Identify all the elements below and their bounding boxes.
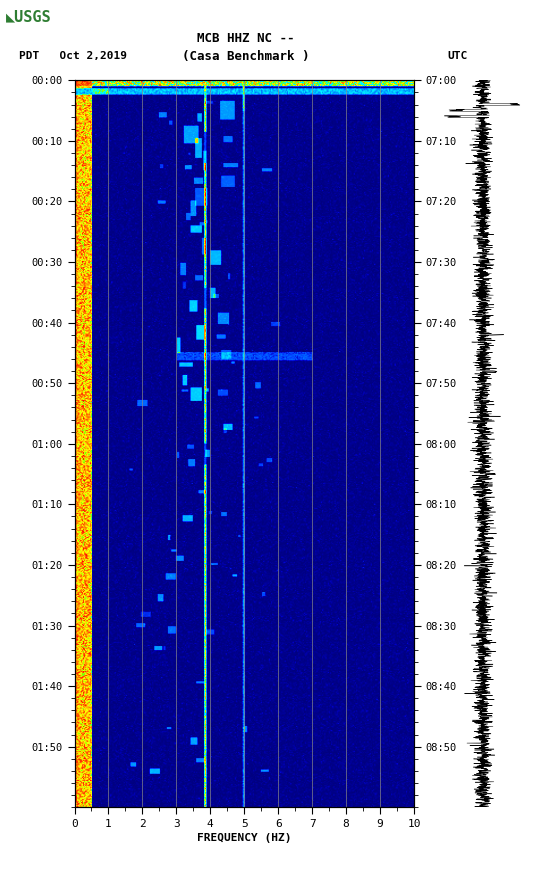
Text: (Casa Benchmark ): (Casa Benchmark ) [182, 50, 309, 62]
Text: ◣USGS: ◣USGS [6, 10, 51, 24]
Text: PDT   Oct 2,2019: PDT Oct 2,2019 [19, 51, 128, 62]
Text: UTC: UTC [447, 51, 468, 62]
Text: MCB HHZ NC --: MCB HHZ NC -- [197, 32, 294, 45]
X-axis label: FREQUENCY (HZ): FREQUENCY (HZ) [197, 833, 291, 843]
